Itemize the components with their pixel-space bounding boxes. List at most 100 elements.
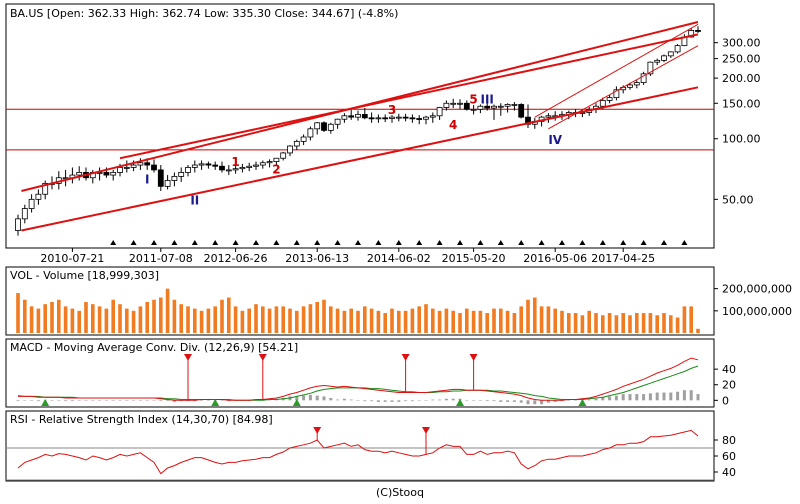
candle [171,172,178,187]
wave-label: 5 [469,92,477,106]
macd-histogram-bar [315,395,319,401]
macd-histogram-bar [431,399,435,401]
macd-histogram-bar [506,400,510,402]
volume-bar [390,308,394,333]
dividend-marker [477,240,484,245]
macd-histogram-bar [689,390,693,401]
macd-histogram-bar [125,400,129,401]
candle [511,102,518,111]
macd-histogram-bar [526,400,530,405]
macd-histogram-bar [98,400,102,401]
macd-histogram-bar [302,395,306,401]
volume-bar [696,328,700,333]
candle [633,80,640,89]
macd-histogram-bar [444,398,448,401]
volume-bar [519,306,523,333]
candle [640,71,647,85]
volume-bar [261,306,265,333]
macd-histogram-bar [682,390,686,401]
candle-body [457,102,463,105]
macd-histogram-bar [410,400,414,402]
macd-title: MACD - Moving Average Conv. Div. (12,26,… [10,341,298,354]
macd-histogram-bar [84,400,88,401]
macd-sell-marker [184,354,192,361]
candle [62,169,69,187]
candle-body [185,167,191,173]
candle [361,108,368,120]
volume-bar [675,317,680,333]
candle-body [293,140,300,147]
candle [429,112,436,123]
candle [518,103,525,119]
candle [239,163,246,173]
macd-histogram-bar [363,400,367,402]
price-y-tick-label: 100.00 [722,133,761,146]
volume-bar [199,310,204,333]
macd-histogram-bar [172,400,176,402]
dividend-marker [620,240,627,245]
price-y-tick-label: 150.00 [722,97,761,110]
candle [409,114,416,123]
dividend-marker [191,240,198,245]
trend-line-2 [119,33,699,160]
volume-bar [247,308,251,333]
volume-bar [499,308,503,333]
dividend-marker [640,240,647,245]
macd-histogram-bar [376,400,380,402]
candle-body [504,104,511,107]
price-panel [5,3,715,249]
candle-body [389,116,395,119]
volume-bar [329,306,333,333]
candle-body [348,115,355,118]
volume-bar [478,310,483,333]
macd-histogram-bar [336,399,340,401]
x-tick-label: 2012-06-26 [204,252,268,265]
candle-body [28,198,35,209]
macd-histogram-bar [383,400,387,402]
macd-histogram-bar [655,392,659,401]
macd-line [18,357,699,401]
candle [287,145,293,157]
candle-body [280,152,287,159]
volume-bar [131,310,136,333]
x-tick-label: 2014-06-02 [367,252,431,265]
candle-body [599,100,606,107]
wave-label: 2 [272,163,280,177]
volume-bar [342,310,347,333]
candle [674,44,681,54]
candle-body [321,122,327,131]
candle [484,103,491,111]
candle [545,113,552,123]
candle-body [606,97,613,101]
candle-body [164,180,171,187]
macd-histogram-bar [16,400,20,402]
volume-bar [539,306,544,333]
macd-histogram-bar [608,396,612,401]
candle [42,180,49,200]
price-y-tick-label: 300.00 [722,37,761,50]
volume-bar [70,308,75,333]
x-tick-label: 2013-06-13 [285,252,349,265]
macd-buy-marker [578,399,587,406]
macd-histogram-bar [36,400,40,402]
volume-bar [410,308,415,333]
candle [457,99,463,110]
macd-histogram-bar [342,398,346,401]
candle [423,115,429,125]
x-tick-label: 2015-05-20 [442,252,506,265]
volume-bar [383,313,387,333]
volume-bar [91,304,95,333]
candle [205,161,212,169]
macd-histogram-bar [329,397,333,401]
price-y-tick-label: 200.00 [722,72,761,85]
volume-bar [437,310,442,333]
rsi-y-tick-label: 80 [722,434,736,447]
volume-bar [465,308,469,333]
dividend-marker [273,240,280,245]
volume-bar [77,310,81,333]
x-tick-label: 2017-04-25 [591,252,655,265]
volume-bar [213,306,217,333]
volume-bars: 200,000,000 100,000,000 [16,283,792,333]
candle-body [130,164,137,168]
